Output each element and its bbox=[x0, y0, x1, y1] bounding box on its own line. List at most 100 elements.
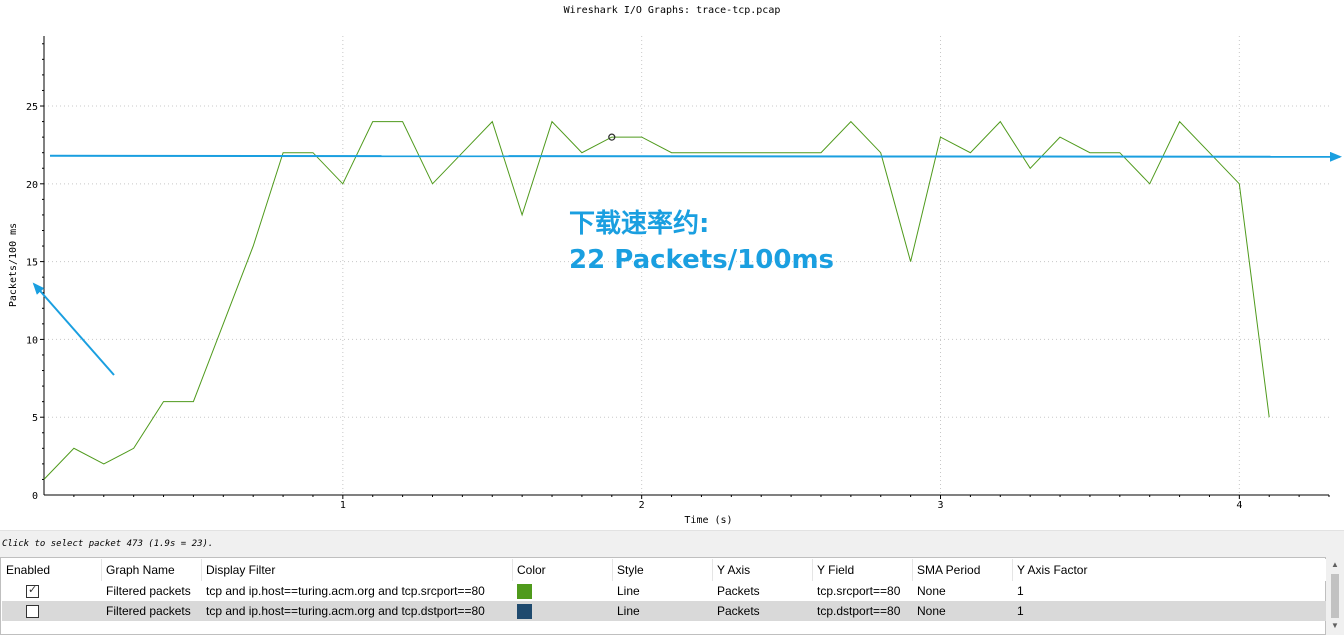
data-point bbox=[43, 478, 45, 480]
header-sma-period[interactable]: SMA Period bbox=[913, 559, 1013, 581]
y-axis-cell[interactable]: Packets bbox=[717, 584, 760, 598]
graph-table: Enabled Graph Name Display Filter Color … bbox=[0, 557, 1344, 635]
data-point bbox=[521, 214, 523, 216]
y-field-cell[interactable]: tcp.srcport==80 bbox=[817, 584, 901, 598]
data-point bbox=[222, 323, 224, 325]
selected-point-marker bbox=[608, 133, 616, 141]
data-point bbox=[640, 136, 642, 138]
data-point bbox=[909, 260, 911, 262]
data-point bbox=[1029, 167, 1031, 169]
y-tick-label: 10 bbox=[26, 335, 38, 346]
graph-name-cell[interactable]: Filtered packets bbox=[106, 584, 191, 598]
header-color[interactable]: Color bbox=[513, 559, 613, 581]
y-axis-cell[interactable]: Packets bbox=[717, 604, 760, 618]
color-swatch[interactable] bbox=[517, 603, 532, 619]
io-graph-plot[interactable]: Wireshark I/O Graphs: trace-tcp.pcap 1 2 3 4… bbox=[0, 0, 1344, 530]
data-point bbox=[760, 151, 762, 153]
header-y-field[interactable]: Y Field bbox=[813, 559, 913, 581]
data-point bbox=[1148, 183, 1150, 185]
data-point bbox=[461, 151, 463, 153]
data-point bbox=[880, 151, 882, 153]
style-cell[interactable]: Line bbox=[617, 604, 640, 618]
data-point bbox=[820, 151, 822, 153]
scroll-thumb[interactable] bbox=[1331, 574, 1339, 618]
color-cell[interactable] bbox=[513, 601, 613, 621]
data-point bbox=[192, 400, 194, 402]
check-icon: ✓ bbox=[28, 583, 38, 596]
y-axis-factor-cell[interactable]: 1 bbox=[1017, 584, 1024, 598]
data-point bbox=[1238, 183, 1240, 185]
y-tick-label: 15 bbox=[26, 258, 38, 269]
status-hint: Click to select packet 473 (1.9s = 23). bbox=[2, 539, 214, 549]
annotation-line1: 下载速率约: bbox=[569, 208, 709, 239]
enabled-cell[interactable]: ✓ bbox=[2, 581, 102, 601]
table-row[interactable]: Filtered packets tcp and ip.host==turing… bbox=[2, 601, 1326, 621]
enabled-cell[interactable] bbox=[2, 601, 102, 621]
y-tick-label: 5 bbox=[32, 413, 38, 424]
enabled-checkbox[interactable] bbox=[26, 604, 39, 618]
header-style[interactable]: Style bbox=[613, 559, 713, 581]
style-cell[interactable]: Line bbox=[617, 584, 640, 598]
status-bar: Click to select packet 473 (1.9s = 23). bbox=[0, 530, 1344, 557]
data-point bbox=[1089, 151, 1091, 153]
scroll-down-icon[interactable]: ▼ bbox=[1331, 621, 1339, 630]
data-point bbox=[700, 151, 702, 153]
x-tick-label: 2 bbox=[639, 500, 645, 511]
y-tick-label: 20 bbox=[26, 180, 38, 191]
table-row[interactable]: ✓ Filtered packets tcp and ip.host==turi… bbox=[2, 581, 1326, 601]
header-display-filter[interactable]: Display Filter bbox=[202, 559, 513, 581]
header-y-axis[interactable]: Y Axis bbox=[713, 559, 813, 581]
header-enabled[interactable]: Enabled bbox=[2, 559, 102, 581]
data-point bbox=[1268, 416, 1270, 418]
color-cell[interactable] bbox=[513, 581, 613, 601]
data-point bbox=[372, 120, 374, 122]
data-point bbox=[401, 120, 403, 122]
data-point bbox=[581, 151, 583, 153]
chart-canvas[interactable]: Wireshark I/O Graphs: trace-tcp.pcap 1 2 3 4… bbox=[0, 0, 1344, 530]
data-point bbox=[312, 151, 314, 153]
y-axis-label: Packets/100 ms bbox=[8, 223, 19, 307]
color-swatch[interactable] bbox=[517, 583, 532, 599]
graph-table-grid[interactable]: Enabled Graph Name Display Filter Color … bbox=[0, 557, 1326, 635]
data-point bbox=[939, 136, 941, 138]
data-point bbox=[342, 183, 344, 185]
data-point bbox=[730, 151, 732, 153]
data-point bbox=[850, 120, 852, 122]
data-point bbox=[999, 120, 1001, 122]
data-point bbox=[1208, 151, 1210, 153]
table-header-row: Enabled Graph Name Display Filter Color … bbox=[2, 559, 1326, 581]
data-point bbox=[491, 120, 493, 122]
data-point bbox=[1059, 136, 1061, 138]
x-tick-label: 3 bbox=[937, 500, 943, 511]
y-field-cell[interactable]: tcp.dstport==80 bbox=[817, 604, 901, 618]
data-point bbox=[551, 120, 553, 122]
table-scrollbar[interactable]: ▲ ▼ bbox=[1327, 557, 1344, 635]
header-y-axis-factor[interactable]: Y Axis Factor bbox=[1017, 563, 1088, 577]
data-point bbox=[132, 447, 134, 449]
x-tick-label: 1 bbox=[340, 500, 346, 511]
display-filter-cell[interactable]: tcp and ip.host==turing.acm.org and tcp.… bbox=[206, 584, 485, 598]
sma-period-cell[interactable]: None bbox=[917, 604, 946, 618]
data-point bbox=[73, 447, 75, 449]
data-point bbox=[1119, 151, 1121, 153]
annotation-line2: 22 Packets/100ms bbox=[569, 245, 834, 275]
header-graph-name[interactable]: Graph Name bbox=[102, 559, 202, 581]
data-point bbox=[431, 183, 433, 185]
sma-period-cell[interactable]: None bbox=[917, 584, 946, 598]
graph-name-cell[interactable]: Filtered packets bbox=[106, 604, 191, 618]
data-point bbox=[969, 151, 971, 153]
y-tick-label: 0 bbox=[32, 491, 38, 502]
y-axis-factor-cell[interactable]: 1 bbox=[1017, 604, 1024, 618]
scroll-up-icon[interactable]: ▲ bbox=[1331, 560, 1339, 569]
y-tick-label: 25 bbox=[26, 102, 38, 113]
data-point bbox=[611, 136, 613, 138]
display-filter-cell[interactable]: tcp and ip.host==turing.acm.org and tcp.… bbox=[206, 604, 485, 618]
data-point bbox=[282, 151, 284, 153]
series-line bbox=[43, 120, 1270, 480]
reference-arrow bbox=[49, 151, 1342, 162]
enabled-checkbox[interactable]: ✓ bbox=[26, 583, 39, 598]
data-point bbox=[670, 151, 672, 153]
axis-pointer-arrow bbox=[32, 282, 115, 376]
data-point bbox=[162, 400, 164, 402]
x-tick-label: 4 bbox=[1236, 500, 1242, 511]
